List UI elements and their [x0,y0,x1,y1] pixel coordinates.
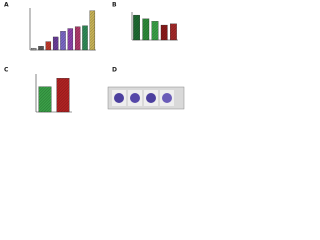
bar-hatch [89,10,95,51]
bar-hatch [53,36,59,50]
panel-label: C [4,67,9,74]
bar-hatch [67,28,73,50]
bar-hatch [75,26,81,50]
well-strip [107,86,185,110]
bar-hatch [60,31,66,50]
bar-hatch [56,78,70,112]
bar-hatch [142,18,150,40]
bar-hatch [45,41,51,50]
figure: A B C D [4,2,185,113]
bar-hatch [31,48,37,50]
bar-hatch [170,23,177,40]
panel-label: A [4,2,9,9]
panel-label: D [112,67,117,74]
bar-hatch [82,25,88,50]
bar-hatch [38,86,52,112]
bar-hatch [160,25,168,40]
bar-hatch [38,46,44,50]
bar-hatch [133,15,140,40]
bar-hatch [151,21,159,40]
panel-label: B [112,2,117,9]
